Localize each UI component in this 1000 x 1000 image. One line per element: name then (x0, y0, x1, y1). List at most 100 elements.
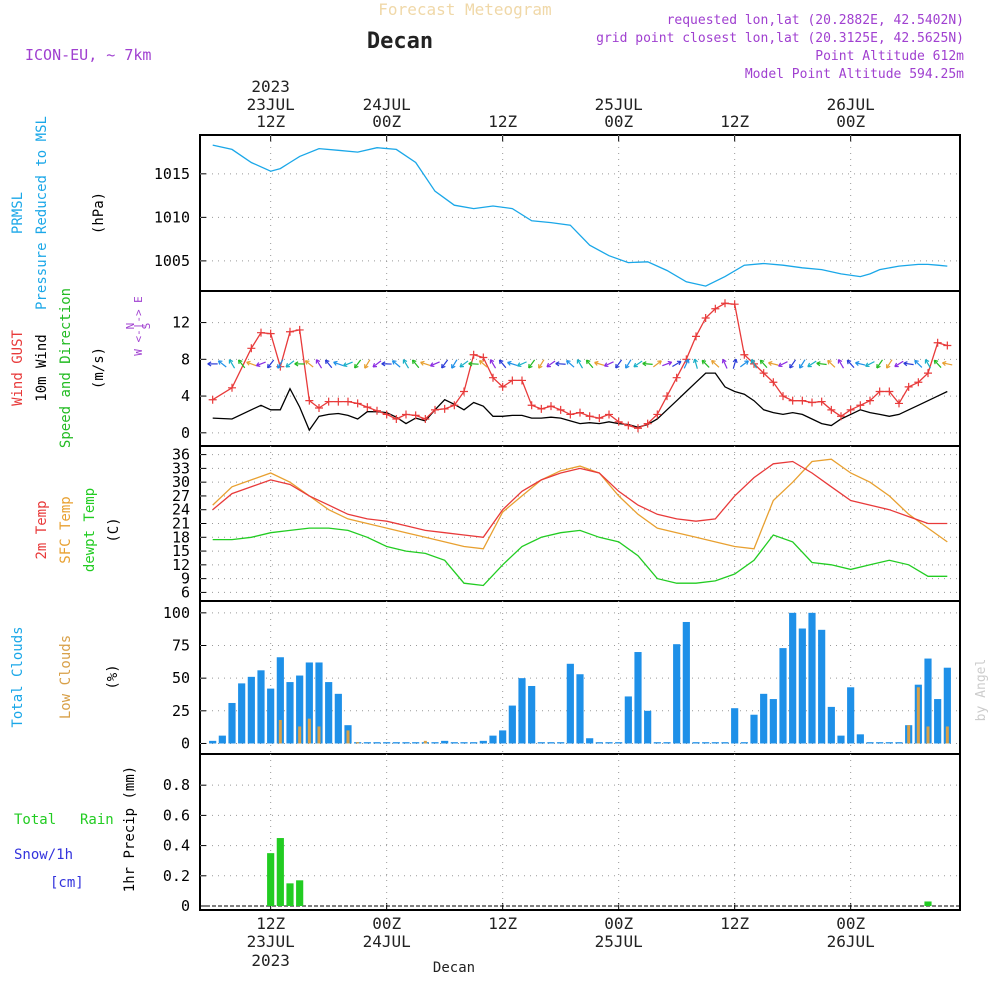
temp-tick-label: 30 (172, 473, 190, 491)
gust-marker (614, 417, 623, 426)
gust-marker (392, 415, 401, 424)
wind-direction-arrow (246, 361, 257, 367)
pressure-plot: 1005 1010 1015 (154, 144, 960, 287)
wind-direction-arrow (722, 359, 728, 369)
gust-marker (208, 395, 217, 404)
total-cloud-bar (615, 742, 623, 744)
total-cloud-bar (228, 702, 236, 744)
pressure-unit: (hPa) (91, 192, 107, 234)
temp-label-dewpt: dewpt Temp (82, 488, 98, 572)
temp-tick-label: 24 (172, 501, 190, 519)
wind-direction-arrow (672, 360, 682, 367)
precip-label-rain: Rain (80, 812, 114, 828)
gust-marker (228, 383, 236, 392)
wind-direction-arrow (546, 360, 556, 368)
wind-speed-line (212, 372, 948, 432)
total-cloud-bar (537, 742, 545, 744)
wind-direction-arrowhead (603, 362, 609, 368)
bottom-date-label: 24JUL (363, 932, 411, 951)
total-cloud-bar (760, 693, 768, 744)
total-cloud-bar (218, 735, 226, 744)
wind-direction-arrow (876, 359, 884, 369)
low-cloud-bar (278, 719, 282, 744)
gust-marker (721, 299, 729, 308)
gust-marker (730, 300, 739, 309)
clouds-tick-label: 25 (172, 702, 190, 720)
top-date-label: 24JUL (363, 95, 411, 114)
wind-direction-arrowhead (429, 362, 435, 368)
wind-direction-arrowhead (633, 362, 638, 368)
total-cloud-bar (479, 740, 487, 744)
wind-direction-arrow (451, 359, 458, 369)
low-cloud-bar (945, 726, 949, 744)
wind-direction-arrow (528, 359, 536, 369)
header-title-faded: Forecast Meteogram (378, 0, 551, 19)
wind-direction-arrowhead (304, 360, 310, 365)
wind-direction-arrowhead (778, 362, 783, 368)
wind-direction-arrow (468, 363, 479, 365)
top-date-label: 23JUL (247, 95, 295, 114)
gust-marker (740, 350, 749, 359)
total-cloud-bar (383, 742, 391, 744)
bottom-date-label: 26JUL (827, 932, 875, 951)
wind-direction-arrowhead (816, 361, 821, 367)
gust-marker (257, 328, 265, 337)
total-cloud-bar (653, 742, 661, 744)
wind-direction-arrow (412, 359, 420, 369)
wind-direction-arrow (865, 361, 875, 367)
wind-direction-arrow (430, 361, 440, 367)
gust-marker (411, 411, 420, 420)
gust-marker (489, 373, 497, 382)
wind-direction-arrowhead (693, 358, 698, 364)
wind-direction-arrow (499, 359, 507, 369)
gust-marker (701, 313, 710, 322)
gust-marker (769, 378, 778, 387)
wind-direction-arrowhead (768, 360, 773, 366)
wind-direction-arrowhead (555, 361, 560, 367)
wind-direction-arrow (325, 359, 333, 369)
temp-tick-label: 6 (181, 583, 190, 601)
total-cloud-bar (731, 708, 739, 744)
wind-direction-arrowhead (721, 358, 727, 364)
clouds-tick-label: 75 (172, 636, 190, 654)
gust-marker (469, 350, 478, 359)
precip-label-total: Total (14, 812, 56, 828)
total-cloud-bar (663, 742, 671, 744)
gust-marker (566, 410, 575, 419)
wind-direction-arrowhead (354, 363, 359, 369)
total-cloud-bar (856, 734, 864, 744)
total-cloud-bar (305, 662, 313, 744)
total-cloud-bar (808, 612, 816, 744)
pressure-panel (199, 134, 961, 292)
top-year-label: 2023 (251, 77, 290, 96)
top-hour-label: 12Z (256, 112, 285, 131)
total-cloud-bar (595, 742, 603, 744)
sfc-temp-line (212, 458, 948, 550)
wind-direction-arrow (886, 359, 893, 369)
wind-direction-arrow (585, 359, 594, 369)
clouds-tick-label: 50 (172, 669, 190, 687)
temp-tick-label: 36 (172, 446, 190, 464)
top-date-label: 26JUL (827, 95, 875, 114)
total-cloud-bar (363, 742, 371, 744)
rain-bar (924, 901, 932, 906)
gust-marker (933, 338, 942, 347)
total-cloud-bar (489, 735, 497, 744)
low-cloud-bar (298, 726, 302, 744)
total-cloud-bar (624, 696, 632, 744)
low-cloud-bar (423, 740, 427, 744)
clouds-label-total: Total Clouds (10, 626, 26, 727)
bottom-hour-label: 00Z (836, 914, 865, 933)
grid-lines (270, 135, 852, 910)
total-cloud-bar (267, 688, 275, 744)
gust-marker (846, 405, 855, 414)
wind-direction-arrowhead (827, 359, 832, 365)
pressure-tick-label: 1010 (154, 208, 190, 226)
bottom-hour-label: 12Z (720, 914, 749, 933)
gust-marker (798, 396, 807, 405)
wind-direction-arrow (228, 359, 236, 369)
wind-direction-arrowhead (942, 360, 947, 367)
total-cloud-bar (711, 742, 719, 744)
